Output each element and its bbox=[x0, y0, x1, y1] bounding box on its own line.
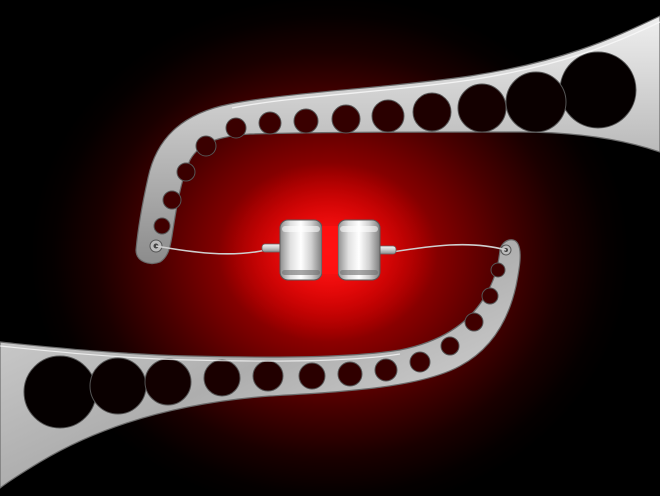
left-magnet-cylinder bbox=[279, 219, 323, 281]
right-magnet-cylinder bbox=[337, 219, 381, 281]
left-pin bbox=[261, 243, 283, 253]
right-wire bbox=[391, 243, 507, 253]
gap-glow bbox=[322, 226, 338, 274]
lower-perforated-arm bbox=[0, 239, 521, 489]
upper-perforated-arm bbox=[135, 15, 660, 265]
left-wire bbox=[155, 245, 267, 255]
